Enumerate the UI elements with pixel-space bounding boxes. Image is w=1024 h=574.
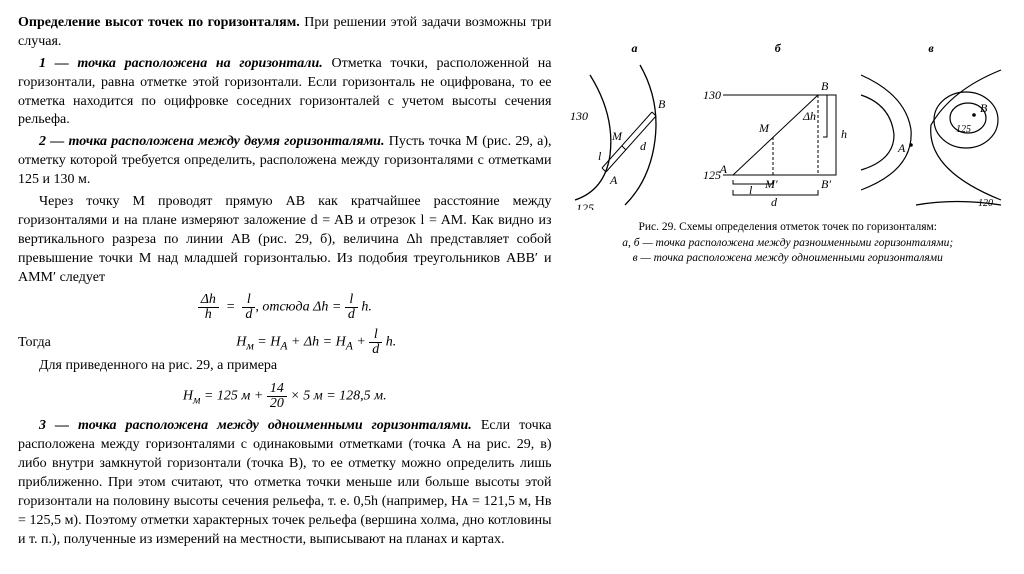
svg-text:d: d [771,195,778,209]
svg-text:M′: M′ [764,177,778,191]
svg-text:B′: B′ [821,177,831,191]
figure-b: б 125 [703,40,853,210]
svg-text:125: 125 [576,201,594,210]
svg-text:B: B [821,79,829,93]
svg-text:130: 130 [570,109,588,123]
svg-text:B: B [980,101,988,115]
svg-text:l: l [598,149,602,163]
f1-num2: l [242,293,255,308]
f1-tail: h. [358,300,372,315]
para-case2a: 2 — точка расположена между двумя горизо… [18,133,552,190]
text-column: Определение высот точек по горизонталям.… [18,14,552,553]
svg-text:d: d [640,139,647,153]
figure-c: в A B 125 [856,40,1006,210]
svg-text:130: 130 [703,88,721,102]
svg-text:A: A [609,173,618,187]
fig-a-label: а [570,40,700,56]
svg-text:125: 125 [956,124,971,135]
case2-title: 2 — точка расположена между двумя горизо… [39,134,384,149]
svg-text:h: h [841,127,847,141]
figure-caption: Рис. 29. Схемы определения отметок точек… [570,220,1007,267]
togda: Тогда [18,334,81,353]
f1-den2: d [242,308,255,322]
case3-title: 3 — точка расположена между одноименными… [39,418,472,433]
para-intro: Определение высот точек по горизонталям.… [18,14,552,52]
formula-2-row: Тогда Hм = HA + Δh = HA + ld h. [18,328,552,357]
f1-den: h [198,308,219,322]
figure-column: а 125 130 [570,14,1007,553]
fig-b-svg: 125 130 A B B′ M M′ Δh h d l [703,60,853,210]
svg-text:M: M [758,121,770,135]
f1-mid: , отсюда Δh = [255,300,341,315]
formula-1: Δhh = ld, отсюда Δh = ld h. [18,293,552,322]
svg-text:A: A [718,162,727,176]
svg-text:A: A [897,141,906,155]
para-case1: 1 — точка расположена на горизонтали. От… [18,55,552,131]
case2-body-b: Через точку M проводят прямую AB как кра… [18,194,552,285]
case3-body: Если точка расположена между горизонталя… [18,418,552,546]
fig-a-svg: 125 130 A B M d l [570,60,700,210]
caption-line2: а, б — точка расположена между разноимен… [570,236,1007,252]
svg-text:125: 125 [703,168,721,182]
heading: Определение высот точек по горизонталям. [18,15,300,30]
para-case3: 3 — точка расположена между одноименными… [18,417,552,549]
para-case2b: Через точку M проводят прямую AB как кра… [18,193,552,287]
fig-b-label: б [703,40,853,56]
figure-a: а 125 130 [570,40,700,210]
case1-title: 1 — точка расположена на горизонтали. [39,56,323,71]
fig-c-svg: A B 125 120 [856,60,1006,210]
fig-c-label: в [856,40,1006,56]
svg-text:M: M [611,129,623,143]
caption-line3: в — точка расположена между одноименными… [570,251,1007,267]
svg-text:B: B [658,97,666,111]
svg-text:Δh: Δh [802,109,816,123]
f1-den3: d [345,308,358,322]
pre-example: Для приведенного на рис. 29, а примера [18,357,552,376]
f1-num: Δh [198,293,219,308]
formula-2: Hм = HA + Δh = HA + ld h. [81,328,552,357]
svg-text:120: 120 [978,198,993,209]
caption-line1: Рис. 29. Схемы определения отметок точек… [570,220,1007,236]
formula-example: Hм = 125 м + 1420 × 5 м = 128,5 м. [18,382,552,411]
f1-num3: l [345,293,358,308]
